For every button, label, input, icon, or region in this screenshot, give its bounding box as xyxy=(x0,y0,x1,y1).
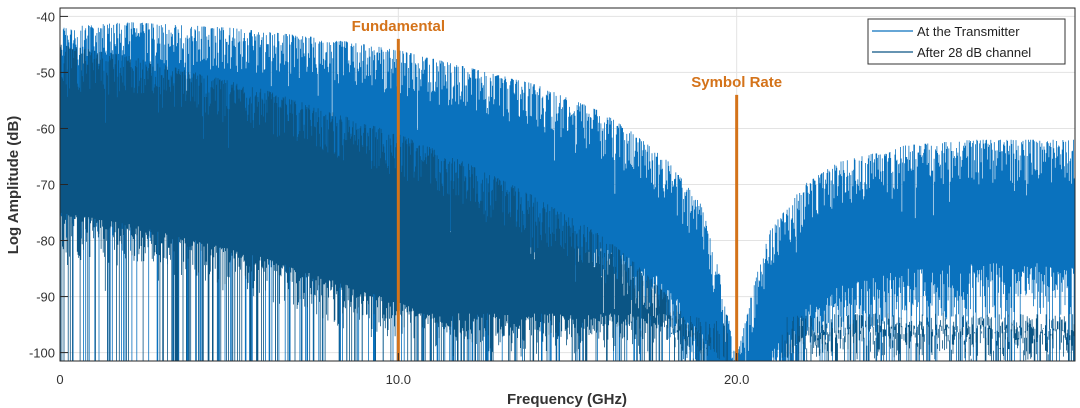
y-tick-label: -80 xyxy=(36,234,55,249)
x-axis-label: Frequency (GHz) xyxy=(507,391,627,408)
legend-label-transmitter: At the Transmitter xyxy=(917,24,1020,39)
y-tick-label: -60 xyxy=(36,121,55,136)
x-tick-label: 0 xyxy=(56,372,63,387)
x-tick-label: 10.0 xyxy=(386,372,411,387)
annotations: Fundamental Symbol Rate xyxy=(352,18,782,361)
legend-label-channel: After 28 dB channel xyxy=(917,45,1031,60)
x-tick-label: 20.0 xyxy=(724,372,749,387)
legend-box xyxy=(867,18,1066,65)
y-tick-label: -50 xyxy=(36,65,55,80)
legend: At the Transmitter After 28 dB channel xyxy=(867,18,1066,65)
y-tick-label: -40 xyxy=(36,9,55,24)
y-tick-label: -90 xyxy=(36,290,55,305)
annotation-label: Fundamental xyxy=(352,18,445,35)
y-tick-label: -70 xyxy=(36,178,55,193)
annotation-label: Symbol Rate xyxy=(691,74,782,91)
y-axis-label: Log Amplitude (dB) xyxy=(5,116,22,255)
y-tick-label: -100 xyxy=(29,346,55,361)
